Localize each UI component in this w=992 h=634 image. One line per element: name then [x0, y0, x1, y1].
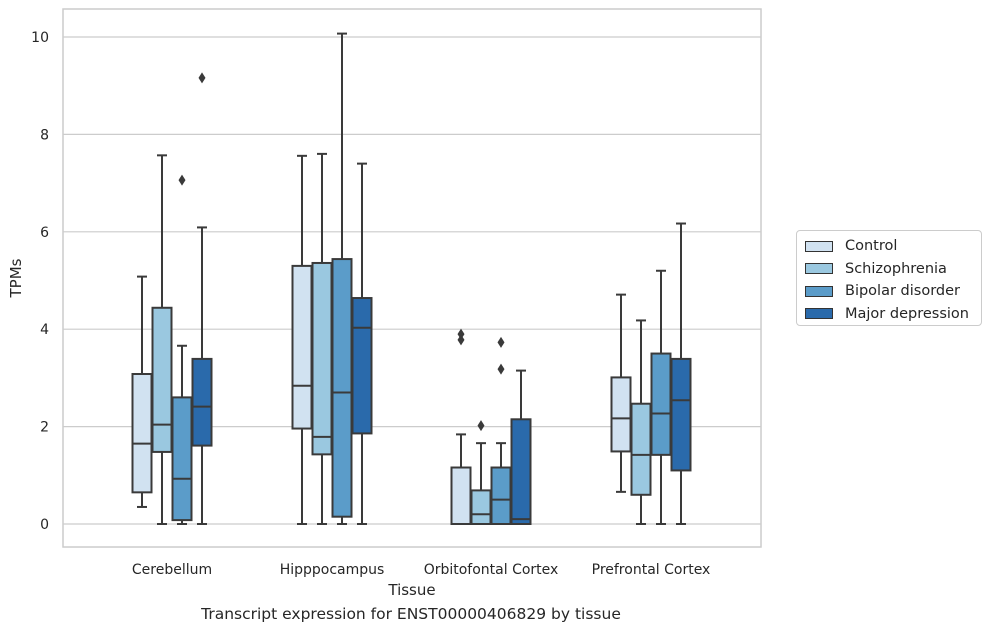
box-body: [151, 306, 173, 453]
plot-frame: [62, 8, 762, 548]
legend-item: Major depression: [805, 303, 973, 326]
box-body: [630, 402, 652, 496]
legend-swatch: [805, 285, 833, 297]
box-schizophrenia: [630, 319, 652, 525]
outlier-point: [497, 336, 505, 348]
y-tick-label: 10: [31, 30, 49, 46]
legend-label: Schizophrenia: [845, 260, 947, 277]
outlier-point: [477, 420, 485, 432]
y-tick-label: 8: [40, 127, 49, 143]
box-major-depression: [510, 369, 532, 526]
box-schizophrenia: [470, 420, 492, 526]
box-body: [191, 357, 213, 447]
x-tick-label: Prefrontal Cortex: [592, 562, 711, 578]
y-tick-labels: 0 2 4 6 8 10: [31, 30, 49, 533]
outlier-point: [457, 328, 465, 340]
box-body: [171, 396, 193, 522]
legend-label: Bipolar disorder: [845, 283, 960, 300]
x-tick-labels: Cerebellum Hipppocampus Orbitofontal Corte…: [132, 562, 710, 578]
legend-swatch: [805, 240, 833, 252]
box-body: [351, 297, 373, 435]
outlier-point: [198, 72, 206, 84]
box-body: [291, 264, 313, 430]
outlier-point: [178, 174, 186, 186]
outlier-point: [497, 363, 505, 375]
x-tick-label: Cerebellum: [132, 562, 212, 578]
box-body: [331, 258, 353, 518]
box-schizophrenia: [151, 154, 173, 525]
legend: Control Schizophrenia Bipolar disorder Majo…: [796, 230, 982, 326]
box-body: [650, 352, 672, 456]
box-body: [450, 466, 472, 525]
box-bipolar-disorder: [650, 269, 672, 525]
figure-caption: Transcript expression for ENST0000040682…: [201, 605, 621, 623]
box-body: [670, 357, 692, 472]
y-tick-label: 4: [40, 322, 49, 338]
box-control: [291, 154, 313, 525]
box-body: [510, 418, 532, 526]
box-control: [610, 293, 632, 493]
legend-label: Control: [845, 238, 898, 255]
legend-item: Schizophrenia: [805, 258, 973, 281]
box-body: [311, 261, 333, 456]
x-tick-label: Hipppocampus: [280, 562, 385, 578]
legend-swatch: [805, 308, 833, 320]
y-tick-label: 0: [40, 517, 49, 533]
box-body: [470, 489, 492, 526]
box-major-depression: [670, 222, 692, 525]
box-body: [610, 376, 632, 453]
outlier-point: [457, 334, 465, 346]
box-major-depression: [351, 162, 373, 525]
box-schizophrenia: [311, 152, 333, 525]
box-bipolar-disorder: [331, 32, 353, 525]
legend-swatch: [805, 263, 833, 275]
box-body: [490, 466, 512, 525]
box-bipolar-disorder: [171, 174, 193, 525]
box-body: [131, 373, 153, 494]
y-tick-label: 6: [40, 225, 49, 241]
y-tick-label: 2: [40, 420, 49, 436]
box-major-depression: [191, 72, 213, 525]
x-tick-label: Orbitofontal Cortex: [424, 562, 559, 578]
legend-item: Control: [805, 235, 973, 258]
x-axis-label: Tissue: [387, 581, 435, 599]
legend-label: Major depression: [845, 305, 969, 322]
box-control: [450, 328, 472, 525]
box-control: [131, 275, 153, 508]
box-bipolar-disorder: [490, 336, 512, 525]
legend-item: Bipolar disorder: [805, 280, 973, 303]
boxes-layer: [131, 32, 692, 526]
y-axis-label: TPMs: [7, 258, 25, 298]
